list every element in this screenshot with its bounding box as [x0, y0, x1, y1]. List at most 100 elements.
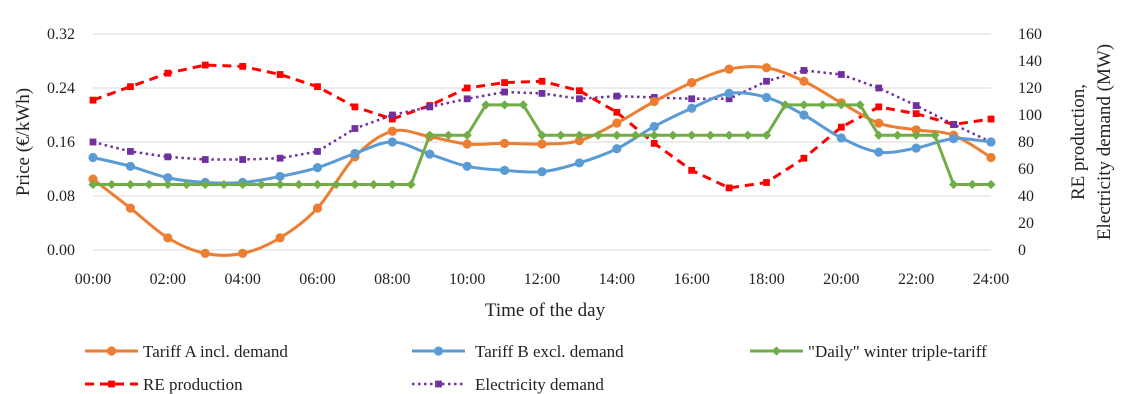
data-point	[388, 111, 396, 119]
data-point	[463, 95, 471, 103]
data-point	[538, 90, 546, 97]
data-point	[238, 248, 248, 258]
data-point	[574, 136, 585, 146]
data-point	[89, 138, 97, 146]
data-point	[761, 130, 772, 140]
data-point	[650, 139, 658, 147]
x-tick-label: 16:00	[673, 271, 709, 288]
data-point	[576, 95, 583, 103]
data-point	[705, 130, 715, 140]
legend-marker	[106, 346, 117, 356]
legend-label: Electricity demand	[475, 375, 604, 394]
data-point	[725, 184, 733, 192]
data-point	[275, 233, 285, 243]
data-point	[163, 173, 173, 183]
data-point	[687, 78, 697, 88]
data-point	[612, 130, 622, 140]
data-point	[125, 179, 136, 190]
data-point	[613, 92, 621, 100]
data-point	[426, 103, 434, 111]
data-point	[499, 100, 510, 110]
data-point	[462, 161, 472, 171]
data-point	[912, 110, 920, 118]
data-point	[181, 179, 192, 190]
data-point	[312, 179, 323, 190]
data-point	[537, 167, 547, 177]
data-point	[987, 115, 995, 123]
data-point	[388, 115, 396, 123]
data-point	[314, 83, 321, 91]
data-point	[967, 179, 977, 190]
x-tick-label: 10:00	[449, 271, 485, 288]
data-point	[387, 179, 397, 190]
data-point	[350, 148, 360, 159]
data-point	[89, 96, 97, 104]
data-point	[125, 161, 136, 171]
legend-item: "Daily" winter triple-tariff	[750, 342, 987, 361]
data-point	[668, 130, 678, 140]
y-left-tick-label: 0.32	[47, 26, 75, 43]
data-point	[275, 179, 285, 190]
x-axis-title: Time of the day	[485, 300, 606, 321]
data-point	[761, 63, 772, 73]
legend: Tariff A incl. demand Tariff B excl. dema…	[85, 342, 987, 394]
data-point	[425, 130, 435, 140]
y-right-tick-label: 160	[1018, 26, 1042, 43]
data-point	[239, 63, 247, 70]
data-point	[144, 179, 154, 190]
legend-marker	[771, 346, 782, 356]
data-point	[538, 77, 546, 85]
data-point	[499, 138, 510, 148]
data-point	[799, 100, 809, 110]
data-point	[761, 92, 772, 103]
y-right-tick-label: 140	[1018, 53, 1042, 70]
legend-item: Electricity demand	[412, 375, 604, 394]
data-point	[800, 154, 808, 162]
x-tick-label: 06:00	[299, 271, 335, 288]
data-point	[351, 103, 359, 111]
data-point	[855, 100, 865, 110]
legend-item: Tariff A incl. demand	[85, 342, 288, 361]
data-point	[874, 130, 884, 140]
data-point	[164, 153, 172, 161]
data-point	[387, 137, 397, 147]
y-right-tick-label: 20	[1018, 215, 1034, 232]
legend-label: Tariff B excl. demand	[475, 342, 624, 361]
data-point	[724, 88, 734, 98]
y-right-tick-label: 120	[1018, 80, 1042, 97]
data-point	[275, 171, 285, 182]
data-point	[724, 64, 734, 74]
data-point	[127, 83, 134, 91]
data-point	[537, 139, 547, 149]
data-point	[724, 130, 734, 140]
legend-label: RE production	[143, 375, 243, 394]
x-tick-label: 04:00	[224, 271, 260, 288]
x-tick-label: 20:00	[823, 271, 859, 288]
data-point	[911, 143, 921, 153]
data-point	[387, 126, 397, 136]
data-point	[294, 179, 304, 190]
data-point	[331, 179, 341, 190]
legend-label: Tariff A incl. demand	[143, 342, 288, 361]
data-point	[239, 156, 247, 163]
data-point	[799, 76, 809, 86]
y-right-tick-label: 80	[1018, 134, 1034, 151]
legend-marker	[435, 380, 442, 388]
data-point	[649, 130, 659, 140]
data-point	[630, 130, 641, 140]
data-point	[501, 79, 508, 86]
data-point	[201, 61, 209, 69]
data-point	[986, 137, 996, 147]
data-point	[688, 95, 696, 103]
legend-marker	[433, 346, 444, 356]
data-point	[462, 130, 472, 140]
data-point	[200, 248, 210, 258]
data-point	[911, 125, 921, 135]
data-point	[912, 102, 920, 109]
data-point	[874, 118, 884, 128]
y-axis-right-title-line2: Electricity demand (MW)	[1094, 44, 1115, 240]
data-point	[687, 103, 697, 113]
data-point	[88, 179, 98, 190]
data-point	[164, 69, 172, 77]
x-tick-label: 24:00	[973, 271, 1009, 288]
